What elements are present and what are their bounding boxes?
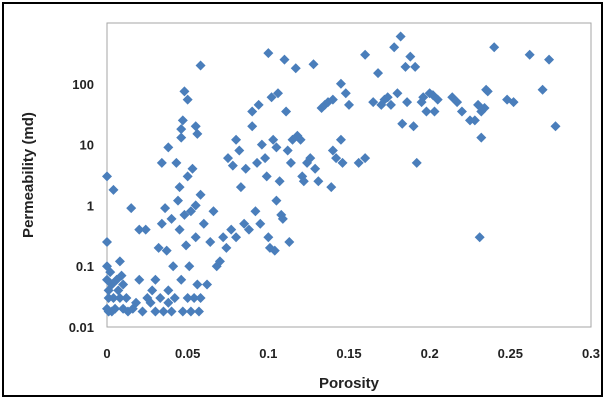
x-tick-label: 0.2 xyxy=(421,346,439,361)
x-tick-label: 0.15 xyxy=(336,346,361,361)
y-tick-label: 1 xyxy=(87,198,94,213)
y-axis-title: Permeability (md) xyxy=(20,112,37,238)
x-tick-label: 0.1 xyxy=(259,346,277,361)
x-tick-label: 0.25 xyxy=(498,346,523,361)
y-tick-labels: 0.01 0.1 1 10 100 xyxy=(69,77,94,335)
x-tick-label: 0 xyxy=(103,346,110,361)
y-tick-label: 10 xyxy=(80,138,94,153)
x-axis-title: Porosity xyxy=(319,375,380,392)
x-tick-label: 0.05 xyxy=(175,346,200,361)
y-tick-label: 100 xyxy=(72,77,94,92)
x-tick-labels: 0 0.05 0.1 0.15 0.2 0.25 0.3 xyxy=(103,346,600,361)
y-tick-label: 0.01 xyxy=(69,320,94,335)
x-tick-label: 0.3 xyxy=(582,346,600,361)
y-tick-label: 0.1 xyxy=(76,259,94,274)
